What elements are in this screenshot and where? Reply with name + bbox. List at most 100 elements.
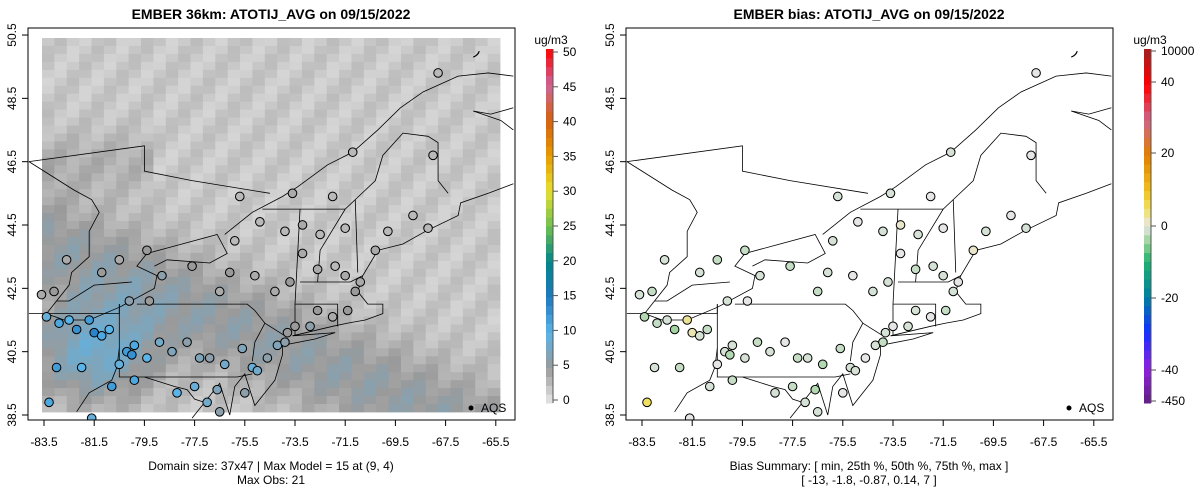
station-marker <box>938 223 949 233</box>
grid-cell <box>339 117 352 126</box>
grid-cell <box>301 133 315 142</box>
grid-cell <box>413 300 427 309</box>
grid-cell <box>363 173 377 182</box>
grid-cell <box>376 332 389 341</box>
grid-cell <box>264 244 278 254</box>
grid-cell <box>462 109 476 118</box>
grid-cell <box>66 45 80 55</box>
grid-cell <box>277 316 290 325</box>
grid-cell <box>91 101 105 111</box>
grid-cell <box>462 181 476 190</box>
grid-cell <box>301 101 315 111</box>
grid-cell <box>487 61 501 71</box>
grid-cell <box>339 61 352 71</box>
y-tick-label: 40.5 <box>5 340 19 364</box>
grid-cell <box>388 53 402 63</box>
station-marker <box>297 220 308 230</box>
station-marker <box>940 305 951 316</box>
grid-cell <box>314 173 328 182</box>
grid-cell <box>54 372 68 381</box>
grid-cell <box>202 348 216 357</box>
state-border <box>264 322 286 337</box>
grid-cell <box>215 276 229 286</box>
colorbar-swatch <box>1144 279 1151 289</box>
station-marker <box>647 286 657 297</box>
colorbar-swatch <box>546 172 553 183</box>
grid-cell <box>264 77 278 87</box>
grid-cell <box>103 268 117 278</box>
grid-cell <box>438 213 451 222</box>
grid-cell <box>252 276 266 286</box>
grid-cell <box>425 372 439 381</box>
colorbar-tick-label: 0 <box>563 393 570 407</box>
grid-cell <box>178 109 191 118</box>
station-marker <box>925 191 936 202</box>
grid-cell <box>413 396 427 405</box>
grid-cell <box>425 396 439 405</box>
grid-cell <box>190 101 204 111</box>
grid-cell <box>165 61 179 71</box>
grid-cell <box>165 252 179 262</box>
colorbar-swatch <box>1144 252 1151 262</box>
grid-cell <box>153 252 167 262</box>
grid-cell <box>66 236 80 246</box>
grid-cell <box>351 340 365 349</box>
grid-cell <box>314 213 328 222</box>
map-area <box>28 38 514 420</box>
grid-cell <box>289 404 303 413</box>
grid-cell <box>66 268 80 278</box>
grid-cell <box>339 300 352 309</box>
grid-cell <box>116 69 130 79</box>
grid-cell <box>413 260 427 270</box>
grid-cell <box>240 276 253 286</box>
grid-cell <box>91 316 105 325</box>
grid-cell <box>227 213 241 222</box>
grid-cell <box>376 380 389 389</box>
grid-cell <box>450 189 464 198</box>
grid-cell <box>339 133 352 142</box>
grid-cell <box>277 300 290 309</box>
grid-cell <box>240 45 253 55</box>
grid-cell <box>289 141 303 150</box>
grid-cell <box>487 141 501 150</box>
station-marker <box>204 353 215 363</box>
grid-cell <box>54 141 68 150</box>
grid-cell <box>227 101 241 111</box>
grid-cell <box>450 165 464 174</box>
grid-cell <box>153 141 167 150</box>
grid-cell <box>190 77 204 87</box>
grid-cell <box>141 348 154 357</box>
colorbar-tick-label: 10 <box>563 323 577 337</box>
grid-cell <box>165 189 179 198</box>
grid-cell <box>450 197 464 206</box>
grid-cell <box>252 292 266 301</box>
grid-cell <box>289 292 303 301</box>
grid-cell <box>54 125 68 134</box>
grid-cell <box>388 77 402 87</box>
grid-cell <box>252 173 266 182</box>
grid-cell <box>215 364 229 373</box>
grid-cell <box>264 133 278 142</box>
grid-cell <box>215 221 229 230</box>
grid-cell <box>116 45 130 55</box>
grid-cell <box>277 276 290 286</box>
grid-cell <box>363 213 377 222</box>
grid-cell <box>438 69 451 79</box>
grid-cell <box>79 117 92 126</box>
grid-cell <box>425 276 439 286</box>
grid-cell <box>128 276 142 286</box>
grid-cell <box>289 173 303 182</box>
grid-cell <box>487 101 501 111</box>
grid-cell <box>376 109 389 118</box>
grid-cell <box>79 284 92 294</box>
grid-cell <box>400 157 414 166</box>
grid-cell <box>153 221 167 230</box>
grid-cell <box>339 77 352 87</box>
grid-cell <box>252 141 266 150</box>
grid-cell <box>413 157 427 166</box>
grid-cell <box>400 380 414 389</box>
grid-cell <box>54 149 68 158</box>
grid-cell <box>116 61 130 71</box>
grid-cell <box>438 228 451 238</box>
grid-cell <box>153 197 167 206</box>
